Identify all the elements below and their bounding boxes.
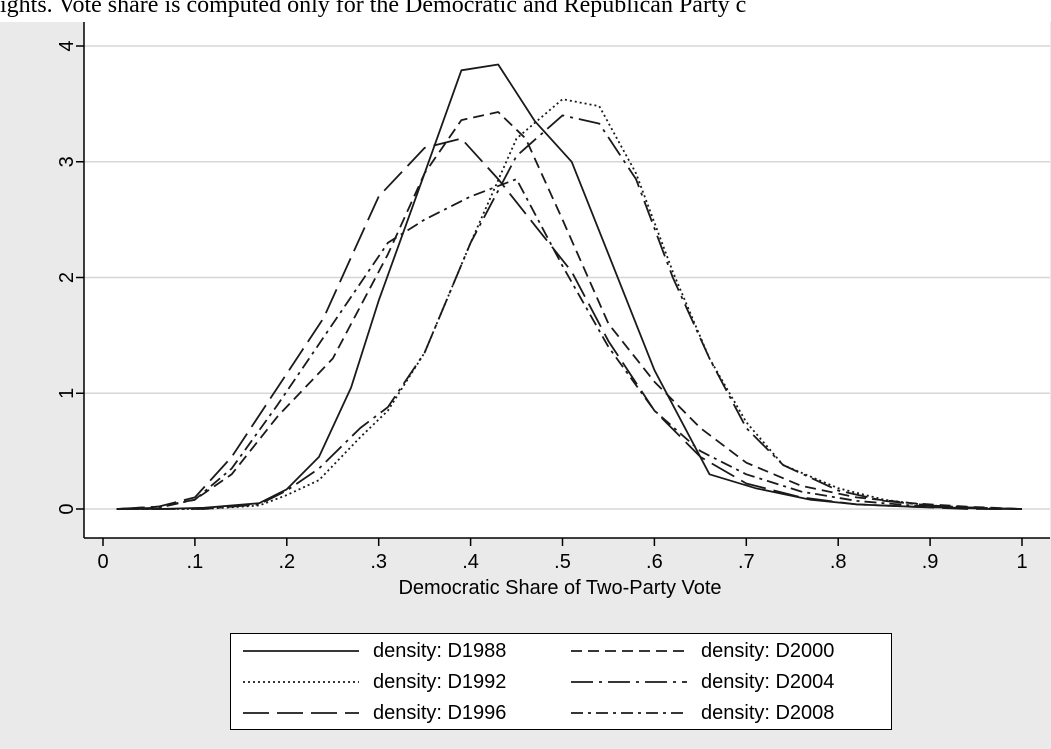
x-tick-label: 0 bbox=[97, 551, 108, 573]
series-line-d2004 bbox=[116, 114, 1023, 510]
x-tick-label: .5 bbox=[554, 551, 571, 573]
plot-area bbox=[84, 22, 1050, 538]
x-tick-label: .9 bbox=[922, 551, 939, 573]
series-line-d1992 bbox=[116, 98, 1023, 510]
legend-item-d2000: density: D2000 bbox=[571, 636, 834, 666]
legend-swatch bbox=[243, 712, 359, 714]
legend-label: density: D1996 bbox=[373, 701, 507, 724]
legend-swatch bbox=[243, 650, 359, 652]
legend-item-d2008: density: D2008 bbox=[571, 698, 834, 728]
legend-item-d1988: density: D1988 bbox=[243, 636, 506, 666]
legend-label: density: D1992 bbox=[373, 670, 507, 693]
y-tick-label: 1 bbox=[56, 388, 78, 399]
x-axis-title: Democratic Share of Two-Party Vote bbox=[398, 577, 721, 599]
chart-frame: 0 1 2 3 4 0 .1 .2 .3 .4 .5 .6 .7 .8 .9 1 Democratic Sha… bbox=[0, 22, 1051, 749]
legend-swatch bbox=[571, 681, 687, 683]
x-tick-label: .2 bbox=[278, 551, 295, 573]
y-tick-label: 0 bbox=[56, 503, 78, 514]
legend-label: density: D2008 bbox=[701, 701, 835, 724]
legend-swatch bbox=[243, 681, 359, 683]
x-tick-label: .6 bbox=[646, 551, 663, 573]
series-line-d1996 bbox=[116, 137, 1022, 510]
y-tick-label: 4 bbox=[56, 40, 78, 51]
series-lines bbox=[116, 63, 1023, 510]
series-line-d2008 bbox=[116, 178, 1023, 510]
legend-label: density: D2004 bbox=[701, 670, 835, 693]
figure-caption-strip: ights. Vote share is computed only for t… bbox=[0, 0, 1051, 22]
x-tick-label: .3 bbox=[370, 551, 387, 573]
y-tick-label: 2 bbox=[56, 272, 78, 283]
legend-label: density: D2000 bbox=[701, 639, 835, 662]
legend: density: D1988 density: D1992 density: D19… bbox=[230, 633, 892, 730]
figure-caption: ights. Vote share is computed only for t… bbox=[0, 0, 747, 18]
legend-item-d1992: density: D1992 bbox=[243, 667, 506, 697]
x-tick-label: .7 bbox=[738, 551, 755, 573]
legend-swatch bbox=[571, 712, 687, 714]
y-tick-label: 3 bbox=[56, 156, 78, 167]
x-tick-label: 1 bbox=[1016, 551, 1027, 573]
x-tick-label: .4 bbox=[462, 551, 479, 573]
legend-item-d2004: density: D2004 bbox=[571, 667, 834, 697]
gridlines bbox=[84, 45, 1050, 510]
axes: 0 1 2 3 4 0 .1 .2 .3 .4 .5 .6 .7 .8 .9 1 bbox=[56, 22, 1050, 573]
legend-label: density: D1988 bbox=[373, 639, 507, 662]
x-tick-label: .8 bbox=[830, 551, 847, 573]
legend-item-d1996: density: D1996 bbox=[243, 698, 506, 728]
density-chart: 0 1 2 3 4 0 .1 .2 .3 .4 .5 .6 .7 .8 .9 1 Democratic Sha… bbox=[56, 22, 1050, 599]
x-tick-label: .1 bbox=[187, 551, 204, 573]
legend-swatch bbox=[571, 650, 687, 652]
